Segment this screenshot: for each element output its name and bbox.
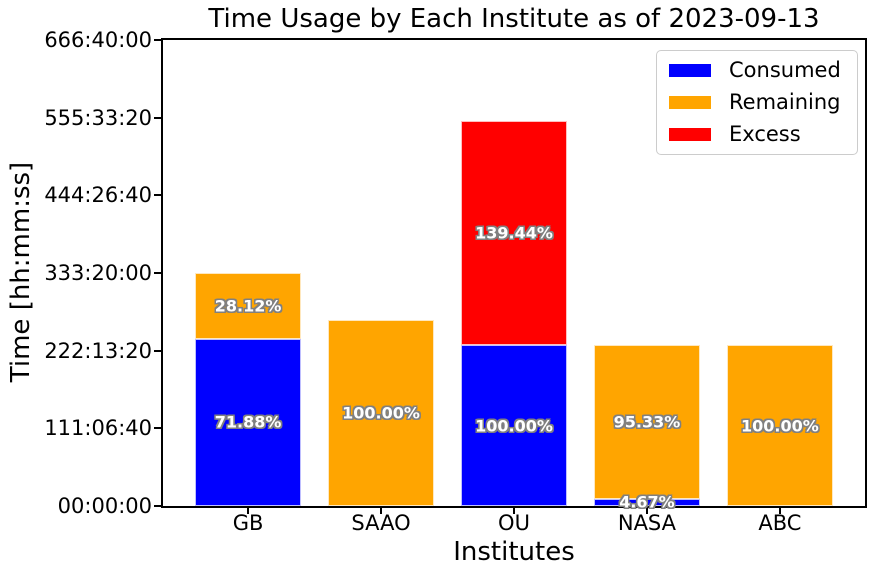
legend-entry-label: Consumed xyxy=(729,58,841,82)
bar-segment-remaining xyxy=(194,273,302,339)
y-tick-label: 555:33:20 xyxy=(44,105,152,130)
y-tick-label: 666:40:00 xyxy=(44,28,152,52)
bar-segment-remaining xyxy=(593,345,701,499)
y-tick-mark xyxy=(154,272,161,274)
x-tick-label: SAAO xyxy=(351,511,411,535)
bar-percent-label: 95.33% xyxy=(613,412,681,432)
bar-segment-consumed xyxy=(194,338,302,506)
legend-swatch-consumed xyxy=(669,64,711,77)
x-tick-label: NASA xyxy=(617,511,677,535)
y-tick-label: 222:13:20 xyxy=(44,338,152,363)
x-tick-label: ABC xyxy=(758,511,802,535)
y-tick-label: 111:06:40 xyxy=(44,416,152,441)
x-tick-label: OU xyxy=(498,511,530,535)
x-tick-mark xyxy=(645,508,648,514)
y-tick-label: 444:26:40 xyxy=(44,183,152,208)
y-tick-label: 00:00:00 xyxy=(57,494,152,518)
legend-swatch-remaining xyxy=(669,96,711,109)
x-tick-mark xyxy=(247,508,250,514)
legend-entry-remaining: Remaining xyxy=(669,91,845,114)
bar-percent-label: 4.67% xyxy=(619,492,675,512)
legend-swatch-excess xyxy=(669,128,711,141)
x-tick-mark xyxy=(778,508,781,514)
y-tick-mark xyxy=(154,39,161,41)
x-tick-label: GB xyxy=(232,511,264,535)
bar-percent-label: 100.00% xyxy=(475,416,553,436)
bar-segment-remaining xyxy=(726,345,834,506)
legend: Consumed Remaining Excess xyxy=(656,50,858,155)
x-axis-label: Institutes xyxy=(453,537,575,567)
y-tick-mark xyxy=(154,505,161,507)
y-tick-label: 333:20:00 xyxy=(44,261,152,285)
y-tick-mark xyxy=(154,194,161,197)
legend-entry-excess: Excess xyxy=(669,123,845,146)
legend-entry-label: Remaining xyxy=(729,90,841,114)
y-tick-mark xyxy=(154,116,161,119)
bar-percent-label: 28.12% xyxy=(214,296,282,316)
bar-segment-consumed xyxy=(593,498,701,506)
bar-percent-label: 100.00% xyxy=(342,403,420,423)
legend-entry-label: Excess xyxy=(729,122,801,146)
legend-entry-consumed: Consumed xyxy=(669,59,845,82)
bar-percent-label: 100.00% xyxy=(741,416,819,436)
bar-segment-consumed xyxy=(460,345,568,506)
y-tick-mark xyxy=(154,427,161,430)
chart-title: Time Usage by Each Institute as of 2023-… xyxy=(208,4,820,34)
x-tick-mark xyxy=(380,508,383,514)
bar-segment-remaining xyxy=(327,319,435,506)
bar-segment-excess xyxy=(460,121,568,346)
x-tick-mark xyxy=(513,508,515,514)
y-tick-mark xyxy=(154,349,161,352)
bar-percent-label: 71.88% xyxy=(214,412,282,432)
bar-percent-label: 139.44% xyxy=(475,223,553,243)
